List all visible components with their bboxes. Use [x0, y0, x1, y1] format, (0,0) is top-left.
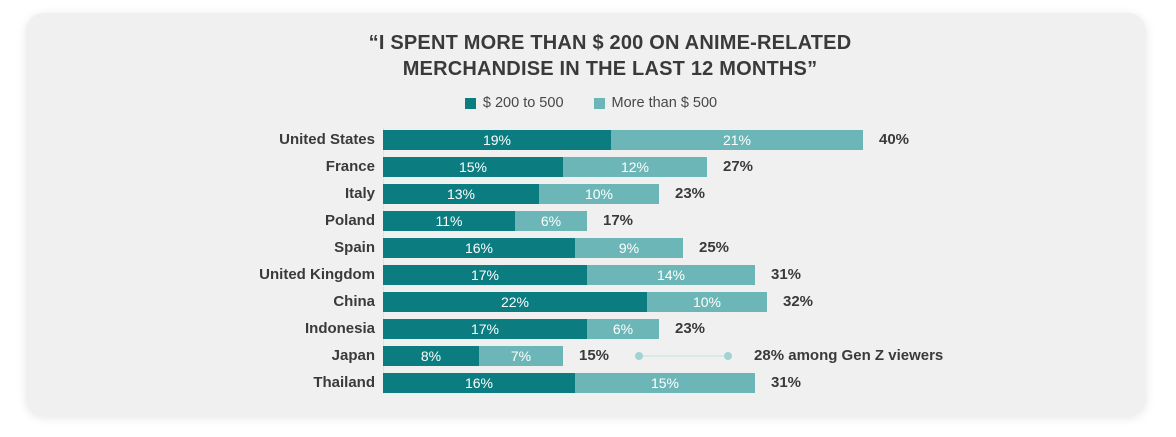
- bar-segment-500plus: 6%: [515, 210, 587, 231]
- stacked-bar: 19% 21%: [383, 129, 863, 150]
- stacked-bar: 16% 15%: [383, 372, 755, 393]
- total-label: 17%: [603, 212, 634, 229]
- total-label: 25%: [699, 239, 730, 256]
- chart-row: United States 19% 21% 40%: [26, 126, 1146, 153]
- annotation-text: 28% among Gen Z viewers: [754, 347, 944, 364]
- total-label: 23%: [675, 320, 706, 337]
- chart-row: China 22% 10% 32%: [26, 288, 1146, 315]
- stacked-bar: 15% 12%: [383, 156, 707, 177]
- chart-row: Japan 8% 7% 15% 28% among Gen Z viewers: [26, 342, 1146, 369]
- bar-segment-200-500: 13%: [383, 183, 539, 204]
- annotation-dot-icon: [724, 351, 733, 360]
- category-label: United States: [279, 131, 375, 148]
- bar-segment-200-500: 15%: [383, 156, 563, 177]
- bar-segment-200-500: 22%: [383, 291, 647, 312]
- total-label: 31%: [771, 374, 802, 391]
- stacked-bar: 17% 14%: [383, 264, 755, 285]
- chart-title-line2: MERCHANDISE IN THE LAST 12 MONTHS”: [402, 58, 818, 80]
- stacked-bar: 16% 9%: [383, 237, 683, 258]
- legend-label: More than $ 500: [611, 95, 718, 111]
- legend-swatch-dark-icon: [464, 97, 476, 109]
- chart-row: Indonesia 17% 6% 23%: [26, 315, 1146, 342]
- stacked-bar: 17% 6%: [383, 318, 659, 339]
- category-label: Thailand: [313, 374, 375, 391]
- chart-row: France 15% 12% 27%: [26, 153, 1146, 180]
- chart-row: Spain 16% 9% 25%: [26, 234, 1146, 261]
- chart-panel: “I SPENT MORE THAN $ 200 ON ANIME-RELATE…: [26, 13, 1146, 416]
- total-label: 40%: [879, 131, 910, 148]
- stacked-bar: 11% 6%: [383, 210, 587, 231]
- bar-segment-500plus: 9%: [575, 237, 683, 258]
- chart-row: Thailand 16% 15% 31%: [26, 369, 1146, 396]
- bar-segment-200-500: 8%: [383, 345, 479, 366]
- chart-row: Italy 13% 10% 23%: [26, 180, 1146, 207]
- bar-segment-200-500: 17%: [383, 264, 587, 285]
- stacked-bar: 13% 10%: [383, 183, 659, 204]
- bar-segment-500plus: 6%: [587, 318, 659, 339]
- bar-segment-200-500: 11%: [383, 210, 515, 231]
- annotation-dot-icon: [635, 351, 644, 360]
- bar-segment-500plus: 10%: [539, 183, 659, 204]
- total-label: 27%: [723, 158, 754, 175]
- category-label: China: [333, 293, 375, 310]
- bar-segment-200-500: 16%: [383, 237, 575, 258]
- total-label: 31%: [771, 266, 802, 283]
- category-label: Indonesia: [304, 320, 375, 337]
- bar-segment-200-500: 16%: [383, 372, 575, 393]
- chart-title-line1: “I SPENT MORE THAN $ 200 ON ANIME-RELATE…: [368, 32, 852, 54]
- bar-segment-500plus: 14%: [587, 264, 755, 285]
- legend-swatch-light-icon: [593, 97, 605, 109]
- bar-segment-500plus: 7%: [479, 345, 563, 366]
- legend-item-200-500: $ 200 to 500: [464, 95, 564, 111]
- stacked-bar: 22% 10%: [383, 291, 767, 312]
- bar-segment-200-500: 19%: [383, 129, 611, 150]
- bar-segment-500plus: 21%: [611, 129, 863, 150]
- bar-segment-200-500: 17%: [383, 318, 587, 339]
- bar-segment-500plus: 12%: [563, 156, 707, 177]
- chart-row: United Kingdom 17% 14% 31%: [26, 261, 1146, 288]
- category-label: Italy: [344, 185, 375, 202]
- chart-row: Poland 11% 6% 17%: [26, 207, 1146, 234]
- category-label: Japan: [331, 347, 375, 364]
- category-label: Spain: [334, 239, 375, 256]
- chart-legend: $ 200 to 500 More than $ 500: [26, 95, 1146, 111]
- total-label: 15%: [579, 347, 610, 364]
- total-label: 23%: [675, 185, 706, 202]
- genz-annotation: 28% among Gen Z viewers: [635, 347, 943, 364]
- total-label: 32%: [783, 293, 814, 310]
- stacked-bar: 8% 7%: [383, 345, 563, 366]
- category-label: United Kingdom: [259, 266, 375, 283]
- chart-header: “I SPENT MORE THAN $ 200 ON ANIME-RELATE…: [26, 13, 1146, 82]
- category-label: France: [325, 158, 375, 175]
- legend-label: $ 200 to 500: [482, 95, 564, 111]
- bar-segment-500plus: 15%: [575, 372, 755, 393]
- legend-item-500plus: More than $ 500: [593, 95, 718, 111]
- annotation-connector-line: [643, 354, 725, 357]
- bar-segment-500plus: 10%: [647, 291, 767, 312]
- category-label: Poland: [324, 212, 375, 229]
- chart-rows: United States 19% 21% 40% France 15% 12% 27% Ita…: [26, 126, 1146, 396]
